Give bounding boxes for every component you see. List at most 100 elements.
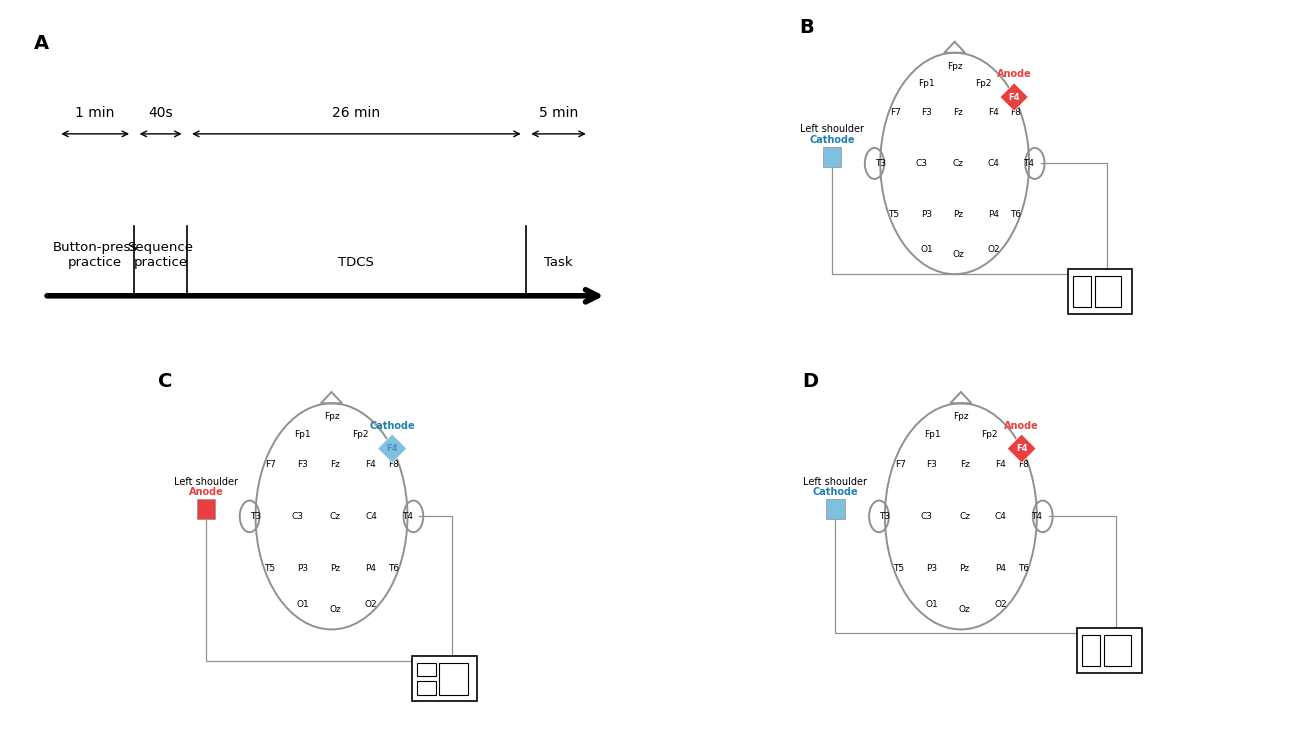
Text: Fz: Fz: [959, 460, 970, 469]
Polygon shape: [1000, 83, 1028, 111]
Text: Oz: Oz: [953, 250, 965, 259]
Text: T5: T5: [264, 564, 274, 573]
Text: Cathode: Cathode: [369, 420, 415, 431]
Text: B: B: [800, 18, 814, 38]
Bar: [417, 682, 436, 695]
Text: T6: T6: [389, 564, 399, 573]
Text: Fp1: Fp1: [294, 431, 311, 439]
Text: Oz: Oz: [959, 604, 971, 614]
Text: Fp1: Fp1: [918, 79, 935, 88]
Text: F3: F3: [920, 108, 932, 117]
Text: Fpz: Fpz: [324, 412, 339, 422]
Text: F4: F4: [365, 460, 377, 469]
Text: P3: P3: [927, 564, 937, 573]
Text: Fp2: Fp2: [975, 79, 991, 88]
Text: P4: P4: [988, 210, 998, 219]
Polygon shape: [378, 434, 407, 463]
Bar: [1082, 634, 1100, 667]
Text: Cz: Cz: [953, 159, 963, 168]
Text: Left shoulder: Left shoulder: [803, 477, 867, 486]
Text: T4: T4: [1031, 512, 1043, 521]
Text: Anode: Anode: [997, 69, 1031, 79]
Text: Fz: Fz: [953, 108, 963, 117]
Text: Pz: Pz: [330, 564, 341, 573]
Text: Fp2: Fp2: [352, 431, 369, 439]
Text: O2: O2: [365, 600, 377, 609]
Text: P4: P4: [365, 564, 377, 573]
Bar: [198, 499, 216, 520]
Text: T6: T6: [1018, 564, 1028, 573]
Text: T5: T5: [893, 564, 903, 573]
Text: Task: Task: [545, 256, 573, 269]
Text: P3: P3: [298, 564, 308, 573]
Polygon shape: [1008, 434, 1036, 463]
Text: Fpz: Fpz: [953, 412, 968, 422]
Text: F8: F8: [1010, 108, 1020, 117]
Text: F8: F8: [389, 460, 399, 469]
Text: 1 min: 1 min: [75, 106, 114, 120]
Text: F7: F7: [265, 460, 276, 469]
Text: Anode: Anode: [1005, 420, 1039, 431]
Text: O2: O2: [994, 600, 1006, 609]
Text: F3: F3: [927, 460, 937, 469]
Text: D: D: [802, 372, 818, 391]
Text: C: C: [159, 372, 173, 391]
Bar: [1074, 276, 1091, 307]
Text: Cathode: Cathode: [809, 135, 854, 145]
Bar: [1095, 276, 1122, 307]
Text: Fz: Fz: [330, 460, 341, 469]
Text: F8: F8: [1018, 460, 1028, 469]
Text: O2: O2: [987, 245, 1000, 255]
Text: T3: T3: [879, 512, 891, 521]
Text: C4: C4: [988, 159, 1000, 168]
Text: Anode: Anode: [188, 487, 224, 498]
Text: O1: O1: [920, 245, 933, 255]
Text: Cz: Cz: [330, 512, 341, 521]
Text: C4: C4: [365, 512, 377, 521]
Text: Pz: Pz: [953, 210, 963, 219]
Text: F4: F4: [988, 108, 998, 117]
Bar: [1076, 628, 1141, 673]
Text: TDCS: TDCS: [338, 256, 374, 269]
Text: T4: T4: [402, 512, 413, 521]
Text: F3: F3: [298, 460, 308, 469]
Text: C3: C3: [291, 512, 303, 521]
Text: Left shoulder: Left shoulder: [800, 124, 864, 135]
Bar: [417, 663, 436, 676]
Text: Left shoulder: Left shoulder: [174, 477, 238, 486]
Text: O1: O1: [926, 600, 939, 609]
Text: F7: F7: [894, 460, 906, 469]
Text: F4: F4: [1015, 444, 1027, 453]
Bar: [1069, 269, 1131, 314]
Text: Cathode: Cathode: [812, 487, 858, 498]
Text: F4: F4: [386, 444, 398, 453]
Bar: [439, 663, 468, 695]
Bar: [412, 657, 477, 701]
Text: P4: P4: [994, 564, 1006, 573]
Text: Pz: Pz: [959, 564, 970, 573]
Text: C3: C3: [915, 159, 927, 168]
Text: F7: F7: [889, 108, 901, 117]
Text: 26 min: 26 min: [333, 106, 381, 120]
Text: Cz: Cz: [959, 512, 970, 521]
Text: T3: T3: [875, 159, 885, 168]
Text: Oz: Oz: [329, 604, 341, 614]
Text: F4: F4: [1009, 93, 1021, 102]
Text: F4: F4: [994, 460, 1006, 469]
Text: T4: T4: [1023, 159, 1035, 168]
Bar: [827, 499, 845, 520]
Text: Sequence
practice: Sequence practice: [127, 241, 194, 269]
Text: Fp1: Fp1: [924, 431, 940, 439]
Text: Fpz: Fpz: [946, 62, 962, 71]
Text: P3: P3: [920, 210, 932, 219]
Text: 5 min: 5 min: [540, 106, 578, 120]
Text: T6: T6: [1010, 210, 1022, 219]
Text: Fp2: Fp2: [982, 431, 998, 439]
Text: Button-press
practice: Button-press practice: [52, 241, 138, 269]
Bar: [823, 146, 841, 166]
Text: C3: C3: [920, 512, 932, 521]
Text: A: A: [34, 34, 49, 53]
Text: T3: T3: [250, 512, 261, 521]
Text: C4: C4: [994, 512, 1006, 521]
Bar: [1104, 634, 1131, 667]
